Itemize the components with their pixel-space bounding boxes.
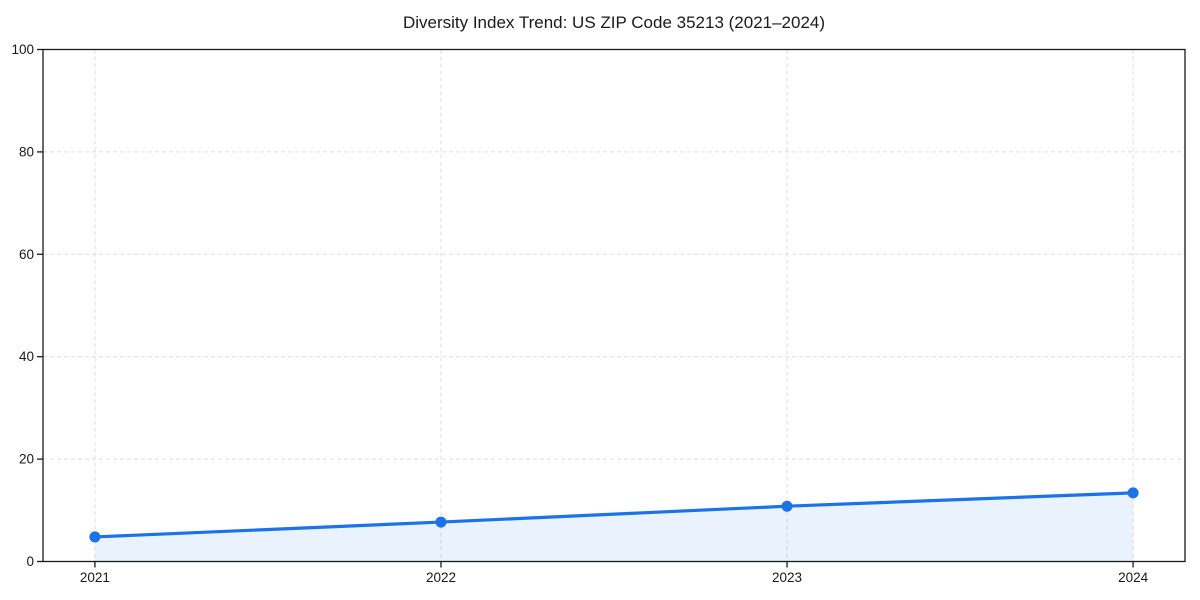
chart-title: Diversity Index Trend: US ZIP Code 35213… [402, 13, 826, 32]
y-tick-label: 80 [19, 144, 34, 159]
x-tick-label: 2024 [1118, 570, 1149, 585]
y-tick-label: 100 [11, 42, 34, 57]
x-tick-label: 2023 [772, 570, 802, 585]
data-point-marker [435, 516, 447, 528]
y-tick-label: 40 [19, 349, 34, 364]
y-tick-label: 20 [19, 452, 34, 467]
x-tick-label: 2022 [426, 570, 456, 585]
data-point-marker [781, 500, 793, 512]
y-tick-label: 0 [26, 554, 34, 569]
y-tick-label: 60 [19, 247, 34, 262]
x-tick-label: 2021 [80, 570, 110, 585]
data-line [93, 491, 1135, 539]
data-point-marker [89, 531, 101, 543]
area-fill [94, 492, 1134, 562]
plot-border [42, 48, 1186, 563]
data-point-marker [1127, 487, 1139, 499]
